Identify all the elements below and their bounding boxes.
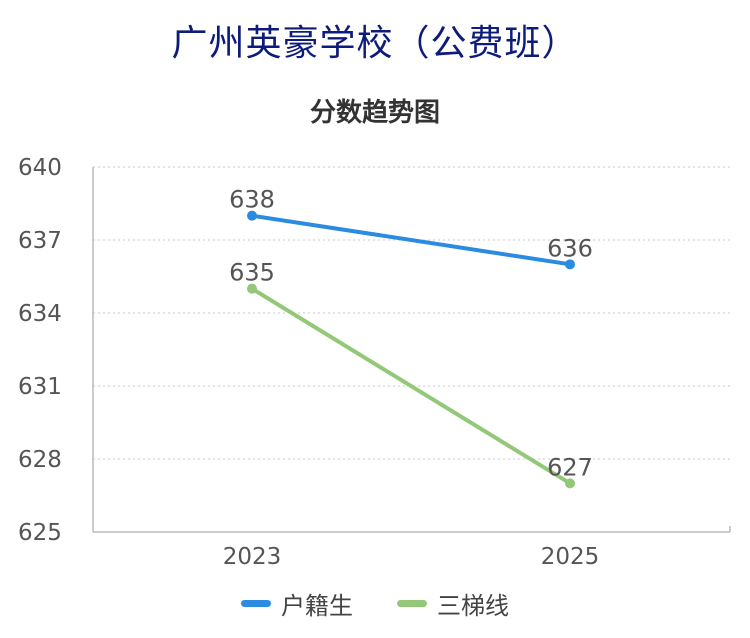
series-lines xyxy=(250,213,572,486)
data-point xyxy=(247,283,257,294)
y-tick-label: 640 xyxy=(18,155,62,181)
data-label: 638 xyxy=(229,186,275,214)
y-tick-label: 625 xyxy=(18,520,62,546)
legend-label-third-tier: 三梯线 xyxy=(437,592,509,620)
data-point xyxy=(565,478,575,489)
legend-swatch-third-tier xyxy=(397,600,427,607)
y-axis-ticks: 625 628 631 634 637 640 xyxy=(18,155,62,546)
y-tick-label: 628 xyxy=(18,447,62,473)
series-line xyxy=(250,213,572,267)
data-point xyxy=(247,210,257,221)
legend-item-household[interactable]: 户籍生 xyxy=(241,586,353,621)
gridlines xyxy=(93,166,730,460)
y-tick-label: 631 xyxy=(18,374,62,400)
y-tick-label: 634 xyxy=(18,301,62,327)
page-title: 广州英豪学校（公费班） xyxy=(171,23,579,64)
data-label: 627 xyxy=(547,453,593,481)
data-label: 635 xyxy=(229,259,275,287)
legend: 户籍生 三梯线 xyxy=(0,586,750,621)
data-point xyxy=(565,259,575,270)
series-points xyxy=(247,210,575,489)
x-tick-label: 2025 xyxy=(541,544,600,570)
legend-swatch-household xyxy=(241,600,271,607)
data-labels: 638 636 635 627 xyxy=(229,186,593,482)
series-line xyxy=(250,286,572,486)
data-label: 636 xyxy=(547,234,593,262)
chart-title: 分数趋势图 xyxy=(309,98,440,128)
axes xyxy=(92,167,731,533)
y-tick-label: 637 xyxy=(18,228,62,254)
legend-label-household: 户籍生 xyxy=(281,592,353,620)
x-axis-ticks: 2023 2025 xyxy=(223,544,600,570)
x-tick-label: 2023 xyxy=(223,544,282,570)
legend-item-third-tier[interactable]: 三梯线 xyxy=(397,586,509,621)
